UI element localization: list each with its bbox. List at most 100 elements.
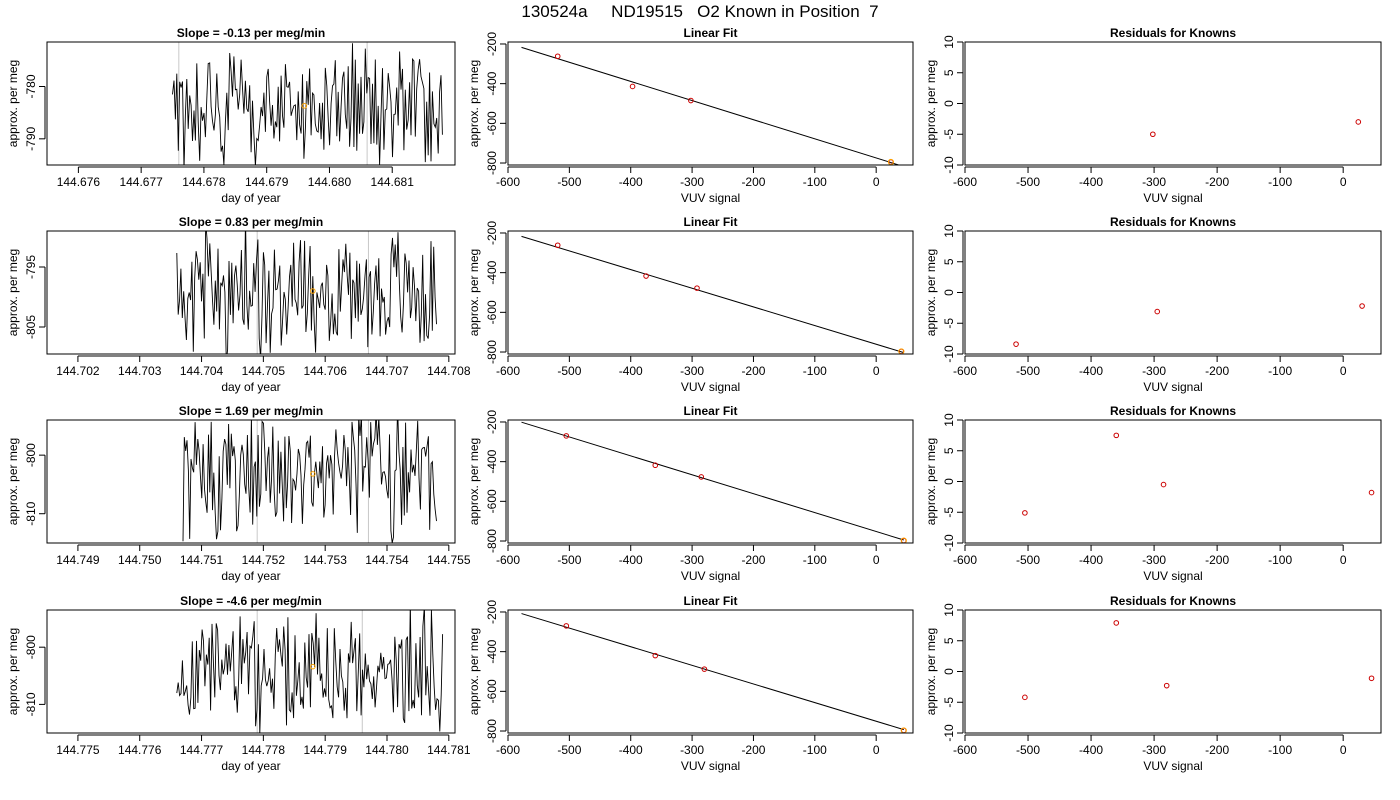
signal-line	[176, 231, 437, 354]
data-point	[1163, 682, 1170, 689]
y-tick-label: -10	[942, 345, 956, 363]
x-tick-label: -100	[803, 175, 827, 189]
y-tick-label: -780	[24, 74, 38, 98]
panel-title: Slope = 1.69 per meg/min	[179, 404, 323, 418]
x-tick-label: -600	[953, 743, 977, 757]
x-tick-label: 144.705	[242, 364, 286, 378]
y-tick-label: -200	[485, 221, 499, 245]
fit-line	[521, 421, 904, 541]
x-tick-label: 144.706	[303, 364, 347, 378]
panel-title: Linear Fit	[683, 215, 737, 229]
y-axis: -800 -600 -400 -200	[485, 600, 507, 743]
data-point	[1022, 694, 1028, 701]
y-tick-label: -600	[485, 679, 499, 703]
plot-area	[1150, 119, 1362, 138]
x-tick-label: 144.778	[242, 743, 286, 757]
data-point	[629, 83, 636, 90]
x-tick-label: -400	[1079, 175, 1103, 189]
x-tick-label: -400	[619, 364, 643, 378]
data-point	[1368, 675, 1375, 682]
y-tick-label: -400	[485, 449, 499, 473]
panel-title: Residuals for Knowns	[1110, 26, 1236, 40]
y-axis: -10 -5 0 5 10	[942, 603, 964, 742]
plot-area	[172, 42, 443, 165]
y-tick-label: -600	[485, 300, 499, 324]
y-tick-label: -600	[485, 111, 499, 135]
data-point	[1160, 481, 1167, 488]
plot-frame	[507, 609, 914, 734]
x-axis: 144.676 144.677 144.678 144.679 144.680 144.6…	[57, 166, 414, 189]
x-axis-label: day of year	[221, 191, 280, 205]
x-tick-label: -600	[496, 553, 520, 567]
y-tick-label: -805	[24, 315, 38, 339]
y-tick-label: -800	[485, 151, 499, 175]
plot-frame	[507, 230, 914, 355]
plot-area	[1022, 620, 1375, 701]
y-tick-label: -5	[942, 507, 956, 518]
x-tick-label: 0	[873, 364, 880, 378]
data-point	[563, 433, 570, 439]
y-tick-label: -795	[24, 255, 38, 279]
x-tick-label: 144.753	[303, 553, 347, 567]
x-tick-label: 144.776	[118, 743, 162, 757]
y-tick-label: -800	[24, 635, 38, 659]
x-tick-label: 144.679	[245, 175, 289, 189]
x-tick-label: -500	[557, 553, 581, 567]
x-tick-label: 144.754	[365, 553, 409, 567]
plot-frame	[507, 419, 914, 544]
panel-title: Slope = -0.13 per meg/min	[177, 26, 325, 40]
data-point-highlight	[898, 348, 905, 354]
y-axis-label: approx. per meg	[924, 438, 938, 525]
x-tick-label: 144.777	[180, 743, 224, 757]
x-tick-label: -200	[741, 743, 765, 757]
y-tick-label: -5	[942, 129, 956, 140]
x-tick-label: -500	[1016, 553, 1040, 567]
x-tick-label: -100	[1268, 553, 1292, 567]
x-tick-label: -500	[557, 743, 581, 757]
data-point	[652, 652, 659, 659]
x-tick-label: -500	[557, 364, 581, 378]
x-axis-label: VUV signal	[681, 380, 740, 394]
y-axis: -790 -780	[24, 74, 46, 151]
x-tick-label: 144.780	[365, 743, 409, 757]
panel-linear_fit-1: Linear Fit -600 -500 -400 -300 -200 -100 0 VUV s…	[467, 26, 914, 205]
x-tick-label: -300	[680, 364, 704, 378]
x-tick-label: 144.775	[56, 743, 100, 757]
signal-line	[172, 43, 443, 165]
x-tick-label: 144.680	[308, 175, 352, 189]
x-tick-label: -600	[496, 175, 520, 189]
y-tick-label: -5	[942, 318, 956, 329]
x-tick-label: 144.708	[427, 364, 471, 378]
x-tick-label: -300	[680, 553, 704, 567]
x-tick-label: -600	[953, 364, 977, 378]
x-tick-label: 0	[1340, 743, 1347, 757]
x-axis: -600 -500 -400 -300 -200 -100 0	[953, 544, 1347, 567]
x-tick-label: -400	[619, 175, 643, 189]
average-point	[310, 288, 316, 294]
x-tick-label: 144.702	[56, 364, 100, 378]
x-tick-label: 144.704	[180, 364, 224, 378]
plot-frame	[964, 419, 1382, 544]
x-tick-label: 144.751	[180, 553, 224, 567]
data-point	[554, 242, 561, 249]
y-axis: -810 -800	[24, 635, 46, 716]
x-tick-label: 144.752	[242, 553, 286, 567]
plot-area	[182, 420, 437, 543]
x-tick-label: -300	[1142, 364, 1166, 378]
panel-residuals-2: Residuals for Knowns-600 -500 -400 -300 -200…	[924, 215, 1382, 394]
x-tick-label: -300	[1142, 553, 1166, 567]
x-tick-label: -200	[1205, 553, 1229, 567]
y-axis-label: approx. per meg	[6, 249, 20, 336]
data-point	[1368, 489, 1375, 496]
average-point	[310, 663, 316, 670]
y-tick-label: -800	[485, 340, 499, 364]
y-tick-label: -600	[485, 489, 499, 513]
plot-frame	[964, 230, 1382, 355]
y-tick-label: 5	[942, 637, 956, 644]
y-tick-label: -800	[24, 443, 38, 467]
y-tick-label: -400	[485, 260, 499, 284]
x-axis-label: VUV signal	[1143, 380, 1202, 394]
